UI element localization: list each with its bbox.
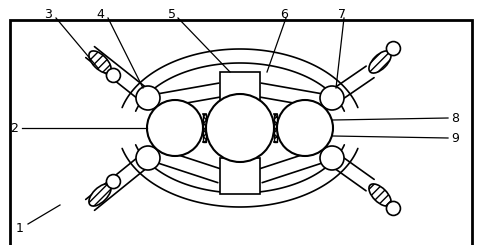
- Text: 9: 9: [451, 132, 459, 145]
- Bar: [274, 114, 277, 142]
- Text: 3: 3: [44, 8, 52, 21]
- Bar: [220, 158, 260, 194]
- Circle shape: [386, 201, 400, 215]
- Circle shape: [320, 146, 344, 170]
- Text: 4: 4: [96, 8, 104, 21]
- Circle shape: [386, 42, 400, 56]
- Circle shape: [147, 100, 203, 156]
- Text: 7: 7: [338, 8, 346, 21]
- Circle shape: [206, 94, 274, 162]
- Text: 2: 2: [10, 122, 18, 135]
- Text: 6: 6: [280, 8, 288, 21]
- Ellipse shape: [89, 51, 111, 73]
- Circle shape: [107, 175, 120, 189]
- Ellipse shape: [369, 51, 391, 73]
- Circle shape: [320, 86, 344, 110]
- Ellipse shape: [369, 184, 391, 206]
- Text: 1: 1: [16, 221, 24, 234]
- Circle shape: [136, 86, 160, 110]
- Bar: [203, 114, 206, 142]
- Text: 5: 5: [168, 8, 176, 21]
- Text: 8: 8: [451, 111, 459, 124]
- Circle shape: [277, 100, 333, 156]
- Ellipse shape: [89, 184, 111, 206]
- Circle shape: [136, 146, 160, 170]
- Circle shape: [107, 68, 120, 82]
- Bar: [220, 72, 260, 108]
